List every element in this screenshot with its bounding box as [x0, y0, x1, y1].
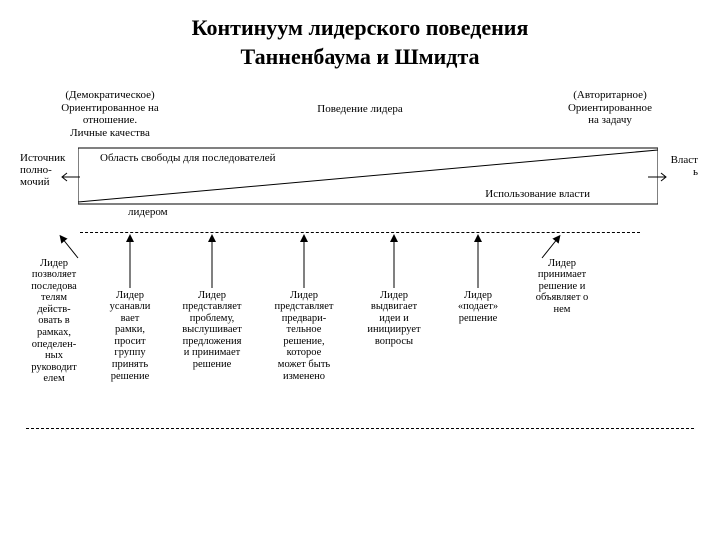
title-line1: Континуум лидерского поведения — [0, 14, 720, 43]
authoritarian-label: (Авторитарное)Ориентированноена задачу — [540, 89, 680, 140]
bottom-columns: Лидерпозволяетпоследователямдейств-овать… — [20, 228, 700, 478]
style-column-1: Лидерусанавливаетрамки,проситгруппуприня… — [98, 290, 162, 382]
right-arrow-icon — [648, 172, 668, 182]
style-column-5: Лидер«подает»решение — [446, 290, 510, 325]
dashed-bottom-line — [26, 428, 694, 429]
style-column-0: Лидерпозволяетпоследователямдейств-овать… — [20, 258, 88, 385]
freedom-text: Область свободы для последователей — [100, 152, 275, 164]
title-line2: Танненбаума и Шмидта — [0, 43, 720, 72]
style-column-3: Лидерпредставляетпредвари-тельноерешение… — [264, 290, 344, 382]
style-column-6: Лидерпринимаетрешение иобъявляет онем — [526, 258, 598, 316]
style-column-4: Лидервыдвигаетидеи иинициируетвопросы — [358, 290, 430, 348]
leader-word: лидером — [128, 206, 168, 218]
continuum: Источникполно-мочий Власть Область свобо… — [20, 146, 700, 214]
style-column-2: Лидерпредставляетпроблему,выслушиваетпре… — [172, 290, 252, 371]
top-labels: (Демократическое)Ориентированное наотнош… — [40, 89, 680, 140]
democratic-label: (Демократическое)Ориентированное наотнош… — [40, 89, 180, 140]
power-label: Власть — [664, 154, 698, 178]
behavior-label: Поведение лидера — [280, 89, 440, 140]
usepower-text: Использование власти — [485, 188, 590, 200]
source-label: Источникполно-мочий — [20, 152, 76, 188]
left-arrow-icon — [60, 172, 80, 182]
